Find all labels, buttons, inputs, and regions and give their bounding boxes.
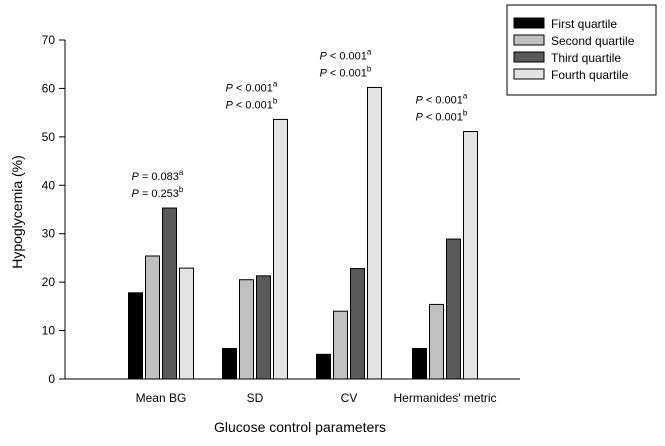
x-tick-label: SD: [247, 391, 264, 405]
legend: First quartile Second quartile Third quart…: [506, 4, 657, 96]
x-tick-label: CV: [341, 391, 358, 405]
y-tick-label: 50: [42, 130, 56, 144]
x-tick-label: Mean BG: [136, 391, 187, 405]
x-tick-label: Hermanides' metric: [394, 391, 497, 405]
p-value-line: P < 0.001a: [226, 79, 278, 94]
p-value-line: P < 0.001b: [416, 109, 468, 124]
legend-swatch: [513, 51, 545, 63]
bar-4-2: [273, 118, 288, 380]
bar-1-1: [128, 292, 143, 380]
y-tick-label: 0: [48, 372, 55, 386]
p-value-annotations: P = 0.083a P = 0.253b P < 0.001a P < 0.001b…: [132, 47, 468, 200]
y-tick-label: 40: [42, 178, 56, 192]
bar-2-1: [145, 255, 160, 380]
legend-label: First quartile: [551, 17, 617, 31]
bar-2-4: [429, 303, 444, 380]
bar-3-1: [162, 207, 177, 380]
p-value-line: P < 0.001b: [226, 96, 278, 111]
legend-label: Third quartile: [551, 51, 621, 65]
p-value-line: P < 0.001a: [320, 47, 372, 62]
bar-4-4: [463, 131, 478, 380]
legend-swatch: [513, 17, 545, 29]
legend-label: Fourth quartile: [551, 68, 629, 82]
bar-2-2: [239, 279, 254, 380]
p-value-line: P = 0.083a: [132, 168, 184, 183]
x-axis-title: Glucose control parameters: [214, 419, 386, 435]
legend-swatch: [513, 68, 545, 80]
y-tick-label: 30: [42, 227, 56, 241]
bar-3-4: [446, 238, 461, 380]
y-axis-title: Hypoglycemia (%): [9, 155, 25, 269]
p-value-line: P < 0.001a: [416, 92, 468, 107]
bar-4-3: [367, 86, 382, 380]
x-axis: Mean BG SD CV Hermanides' metric: [65, 378, 520, 405]
y-axis: 0 10 20 30 40 50 60 70: [42, 33, 66, 386]
p-value-line: P < 0.001b: [320, 64, 372, 79]
bar-4-1: [179, 267, 194, 380]
bar-1-3: [316, 353, 331, 380]
y-tick-label: 10: [42, 324, 56, 338]
bar-3-3: [350, 268, 365, 380]
p-value-line: P = 0.253b: [132, 185, 184, 200]
legend-label: Second quartile: [551, 34, 635, 48]
plot-area: [128, 86, 478, 380]
y-tick-label: 70: [42, 33, 56, 47]
legend-swatch: [513, 34, 545, 46]
y-tick-label: 60: [42, 81, 56, 95]
bar-1-2: [222, 347, 237, 380]
bar-3-2: [256, 275, 271, 380]
bar-1-4: [412, 347, 427, 380]
y-tick-label: 20: [42, 275, 56, 289]
bar-2-3: [333, 310, 348, 380]
